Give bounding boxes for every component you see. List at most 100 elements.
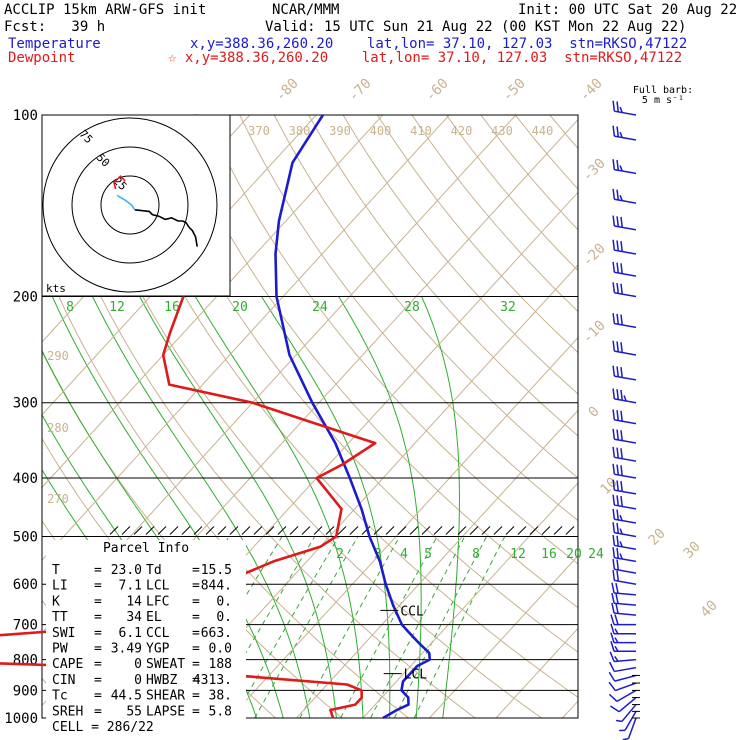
wind-barb-flag <box>616 282 620 294</box>
parcel-param-value: 0. <box>216 610 232 625</box>
wind-barb-flag <box>612 100 616 112</box>
wind-barb-flag <box>619 106 623 113</box>
parcel-equals: = <box>192 579 200 594</box>
wind-barb-flag <box>620 283 623 295</box>
hatch-mark <box>229 526 239 535</box>
isotherm <box>429 554 578 718</box>
wind-barb-flag <box>612 494 616 506</box>
wind-barb-flag <box>616 535 620 547</box>
hodograph-trace <box>134 209 198 247</box>
isotherm-label: -60 <box>423 76 452 105</box>
hatch-mark <box>337 526 347 535</box>
parcel-param-name: SHEAR <box>146 689 185 704</box>
wind-barb-flag <box>612 508 616 520</box>
dry-adiabat <box>342 115 578 395</box>
parcel-param-name: CIN <box>52 673 75 688</box>
forecast-hour: Fcst: 39 h <box>4 19 106 35</box>
dry-adiabat <box>239 115 578 522</box>
wind-barbs: Full barb:5 m s⁻¹ <box>608 85 693 740</box>
hatch-mark <box>457 526 467 535</box>
mixing-ratio-line <box>370 536 466 718</box>
wind-barb-flag <box>612 569 616 581</box>
wind-barb-flag <box>620 263 623 274</box>
dry-adiabat <box>101 115 578 698</box>
wind-barb-flag <box>612 558 616 570</box>
hatch-mark <box>289 526 299 535</box>
isotherm-label: -70 <box>346 76 375 105</box>
parcel-param-value: 38. <box>209 689 232 704</box>
theta-label: 380 <box>289 124 311 138</box>
hatch-mark <box>541 526 551 535</box>
wind-barb-flag <box>620 481 623 492</box>
isotherm <box>362 482 578 718</box>
wind-barb-flag <box>611 602 615 614</box>
parcel-param-value: 34 <box>126 610 142 625</box>
wind-barb-flag <box>609 651 615 662</box>
parcel-param-value: 0.0 <box>209 642 232 657</box>
wind-barb-flag <box>612 313 616 324</box>
wind-barb-flag <box>619 165 623 172</box>
wind-barb-flag <box>612 388 616 399</box>
parcel-param-name: LCL <box>146 579 170 594</box>
wind-barb-flag <box>620 241 623 252</box>
wind-barb-flag <box>610 623 615 634</box>
wind-barb-flag <box>612 463 616 475</box>
wind-barb-flag <box>616 313 620 325</box>
parcel-param-value: 844. <box>201 579 232 594</box>
wind-barb-flag <box>612 239 616 251</box>
wind-barb-flag <box>612 215 616 227</box>
theta-e-label: 16 <box>164 300 180 315</box>
wind-barb-flag <box>608 681 616 692</box>
moist-adiabat <box>338 296 422 718</box>
hatch-mark <box>313 526 323 535</box>
isotherm <box>42 115 450 561</box>
wind-barb <box>612 463 637 479</box>
theta-label-left: 290 <box>47 349 69 363</box>
wind-barb <box>612 282 637 298</box>
wind-barb-flag <box>620 389 623 401</box>
pressure-tick-label: 1000 <box>4 711 38 727</box>
wind-barb-staff <box>621 704 637 722</box>
wind-barb-flag <box>614 614 619 625</box>
dry-adiabat <box>411 115 578 313</box>
hatch-mark <box>301 526 311 535</box>
parcel-equals: = <box>192 657 200 672</box>
theta-e-label: 8 <box>66 300 74 315</box>
wind-barb-flag <box>615 582 619 594</box>
isotherm <box>562 700 578 718</box>
parcel-param-value: 6.1 <box>119 626 142 641</box>
pressure-tick-label: 800 <box>13 653 38 669</box>
mixing-ratio-label: 24 <box>588 547 604 562</box>
wind-barb-flag <box>616 189 620 201</box>
wind-barb-flag <box>616 366 620 377</box>
wind-barb-flag <box>620 410 623 422</box>
wind-barb-flag <box>616 101 620 112</box>
wind-barb-flag <box>608 693 618 702</box>
wind-barb-flag <box>620 495 623 507</box>
wind-barb <box>612 446 637 462</box>
mixing-ratio-line <box>233 536 340 718</box>
wind-barb-flag <box>610 641 615 652</box>
dry-adiabat <box>170 115 578 609</box>
hatch-mark <box>445 526 455 535</box>
isotherm-label: -40 <box>577 76 606 105</box>
temperature-station-info: x,y=388.36,260.20 lat,lon= 37.10, 127.03… <box>190 36 688 52</box>
dry-adiabat <box>273 115 578 479</box>
wind-barb <box>612 534 637 550</box>
hatch-mark <box>397 526 407 535</box>
wind-barb-flag <box>620 367 623 378</box>
isotherm <box>229 336 578 718</box>
hodograph-ring <box>100 175 160 235</box>
parcel-param-name: CCL <box>146 626 170 641</box>
isotherm <box>296 409 578 718</box>
mixing-ratio-line <box>299 536 401 718</box>
wind-barb-flag <box>612 365 616 377</box>
parcel-equals: = <box>192 563 200 578</box>
hatch-mark <box>565 526 575 535</box>
parcel-equals: = <box>192 673 200 688</box>
isotherm <box>163 264 578 718</box>
isotherm <box>42 115 384 489</box>
hatch-mark <box>481 526 491 535</box>
wind-barb-flag <box>616 262 620 274</box>
hatch-mark <box>205 526 215 535</box>
